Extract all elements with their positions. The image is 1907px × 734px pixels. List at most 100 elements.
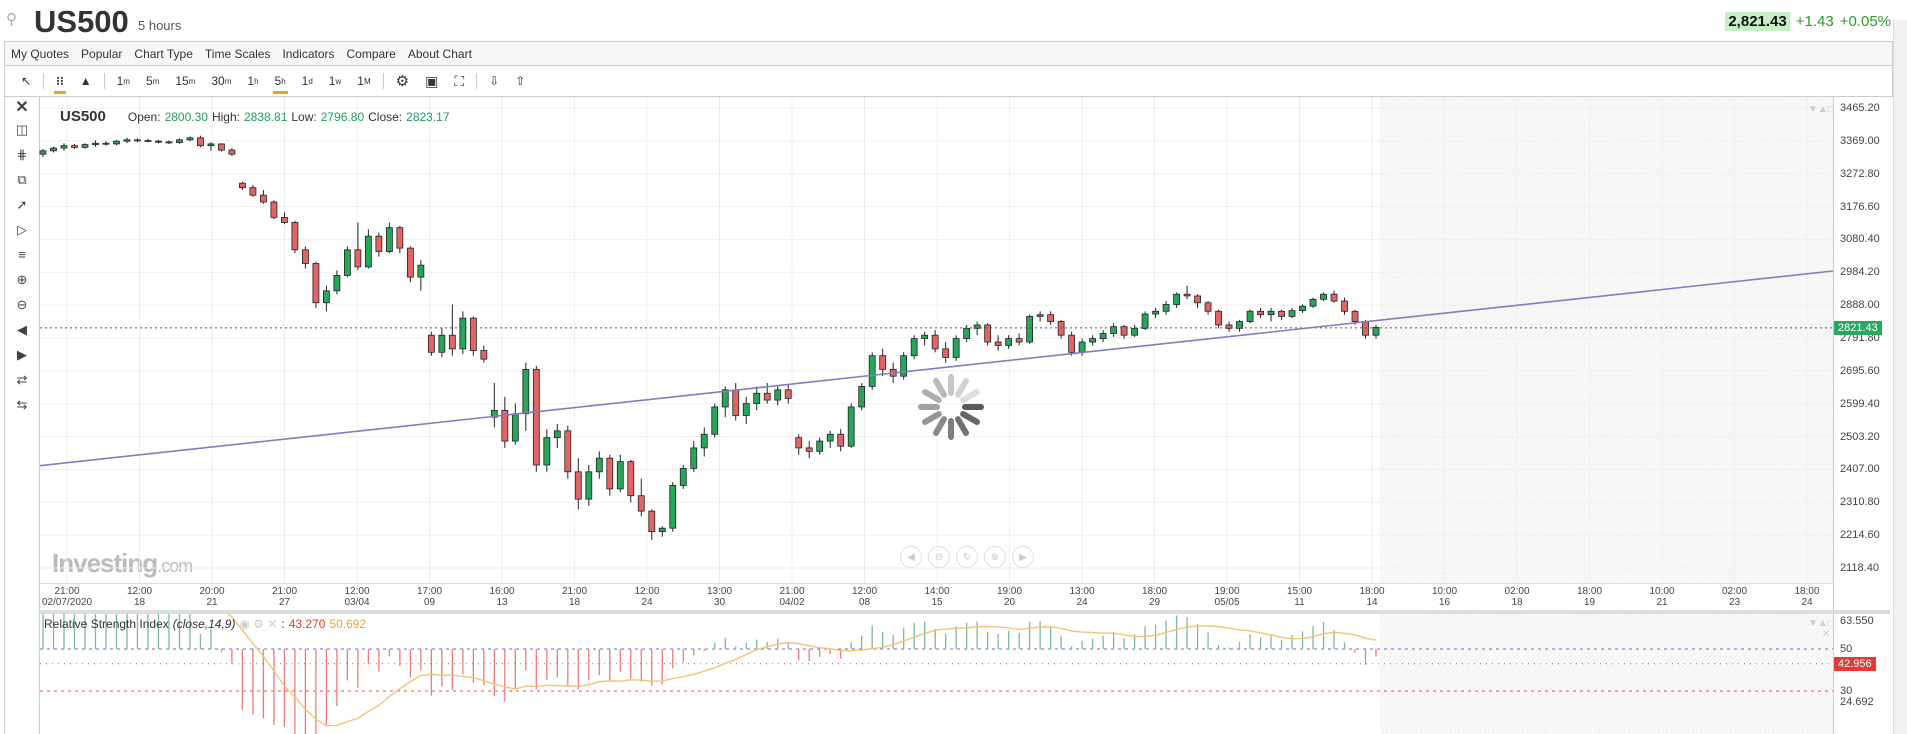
candle-body bbox=[1309, 298, 1317, 307]
price-tick: 3272.80 bbox=[1840, 167, 1880, 180]
pane-separator[interactable] bbox=[40, 610, 1890, 614]
rsi-visibility-icon[interactable]: ◉ ⚙ ✕ bbox=[239, 617, 278, 631]
price-tick: 2695.60 bbox=[1840, 364, 1880, 377]
candle bbox=[931, 330, 939, 353]
menu-about-chart[interactable]: About Chart bbox=[407, 46, 472, 61]
candle-body bbox=[900, 355, 908, 377]
nav-right-icon[interactable]: ▶ bbox=[1012, 546, 1034, 568]
page-scrollbar[interactable] bbox=[1893, 20, 1907, 734]
candle bbox=[186, 136, 194, 142]
clone-icon[interactable]: ⧉ bbox=[17, 172, 27, 187]
candle-body bbox=[1152, 310, 1159, 315]
candle-body bbox=[343, 249, 351, 276]
candle bbox=[585, 464, 593, 506]
candle bbox=[228, 148, 236, 156]
candle-body bbox=[1341, 300, 1348, 312]
price-chart[interactable] bbox=[0, 97, 1890, 583]
nav-zoom-out-icon[interactable]: ⊖ bbox=[928, 546, 950, 568]
candle bbox=[795, 434, 803, 455]
candle bbox=[1173, 292, 1180, 308]
zoom-out-icon[interactable]: ⊖ bbox=[16, 297, 28, 312]
rsi-chart[interactable] bbox=[0, 614, 1890, 734]
candle-body bbox=[721, 389, 729, 408]
candle-body bbox=[102, 142, 110, 145]
candle-body bbox=[459, 317, 467, 350]
candle bbox=[1299, 304, 1306, 313]
fullscreen-icon[interactable]: ⛶ bbox=[454, 72, 465, 89]
spinner-spoke bbox=[922, 411, 942, 425]
scroll-left-icon[interactable]: ◀ bbox=[17, 322, 27, 337]
time-tick: 13:00 24 bbox=[1069, 586, 1095, 608]
remove-drawing-icon[interactable]: ◫ bbox=[15, 122, 29, 137]
cloud-upload-icon[interactable]: ⇧ bbox=[515, 74, 526, 88]
scroll-right-icon[interactable]: ▶ bbox=[17, 347, 27, 362]
candle bbox=[1047, 311, 1055, 325]
menu-time-scales[interactable]: Time Scales bbox=[204, 46, 271, 61]
menu-popular[interactable]: Popular bbox=[81, 46, 123, 61]
timeframe-15m[interactable]: 15 m bbox=[175, 74, 196, 88]
candle bbox=[700, 427, 708, 457]
candle bbox=[784, 384, 792, 404]
menu-my-quotes[interactable]: My Quotes bbox=[11, 46, 70, 61]
nav-left-icon[interactable]: ◀ bbox=[900, 546, 922, 568]
close-icon[interactable]: ✕ bbox=[15, 99, 29, 116]
search-icon[interactable]: ⚲ bbox=[6, 11, 17, 28]
line-tool-icon[interactable]: ➚ bbox=[16, 197, 28, 212]
zoom-expand-icon[interactable]: ⇄ bbox=[16, 372, 28, 387]
camera-icon[interactable]: ▣ bbox=[425, 72, 439, 89]
candle bbox=[553, 424, 561, 448]
candle-body bbox=[994, 341, 1002, 346]
candle bbox=[616, 454, 624, 493]
candle-body bbox=[406, 247, 414, 278]
candle-body bbox=[176, 139, 183, 143]
menu-bar: My Quotes Popular Chart Type Time Scales… bbox=[4, 41, 1893, 66]
menu-indicators[interactable]: Indicators bbox=[282, 46, 335, 61]
time-tick: 21:00 02/07/2020 bbox=[41, 586, 93, 608]
chart-navigation: ◀ ⊖ ↻ ⊕ ▶ bbox=[900, 546, 1034, 568]
price-tick: 3369.00 bbox=[1840, 134, 1880, 147]
fib-tool-icon[interactable]: ≡ bbox=[18, 247, 26, 262]
candle-body bbox=[1047, 314, 1055, 322]
candle bbox=[1288, 307, 1296, 319]
rsi-pane-controls-icon[interactable]: ▼▲□ ✕ bbox=[1808, 618, 1834, 640]
nav-reset-icon[interactable]: ↻ bbox=[956, 546, 978, 568]
candle-body bbox=[1225, 324, 1233, 329]
cloud-download-icon[interactable]: ⇩ bbox=[489, 74, 500, 88]
candle-body bbox=[826, 433, 834, 442]
price-tick: 2214.60 bbox=[1840, 529, 1880, 542]
candle bbox=[711, 403, 719, 438]
shape-tool-icon[interactable]: ▷ bbox=[17, 222, 27, 237]
candlestick-chart-icon[interactable]: ⁝⁝ bbox=[48, 66, 72, 96]
area-chart-icon[interactable]: ▲ bbox=[79, 74, 92, 88]
candle bbox=[260, 190, 267, 204]
candle bbox=[92, 140, 99, 147]
zoom-in-icon[interactable]: ⊕ bbox=[16, 272, 28, 287]
remove-all-icon[interactable]: ⋕ bbox=[16, 147, 28, 162]
menu-chart-type[interactable]: Chart Type bbox=[134, 46, 193, 61]
pane-controls-icon[interactable]: ▼▲□ bbox=[1808, 104, 1834, 115]
candle-body bbox=[302, 249, 309, 264]
candle bbox=[281, 212, 288, 225]
candle-body bbox=[113, 140, 120, 145]
candle bbox=[197, 135, 204, 148]
candle-body bbox=[270, 201, 278, 218]
pointer-icon[interactable]: ↖ bbox=[21, 74, 32, 88]
menu-compare[interactable]: Compare bbox=[346, 46, 396, 61]
candle bbox=[249, 184, 257, 197]
rsi-title: Relative Strength Index bbox=[44, 617, 169, 631]
candle bbox=[1278, 309, 1285, 320]
candle-body bbox=[963, 327, 971, 340]
settings-gear-icon[interactable]: ⚙ bbox=[395, 73, 410, 90]
nav-zoom-in-icon[interactable]: ⊕ bbox=[984, 546, 1006, 568]
zoom-shrink-icon[interactable]: ⇆ bbox=[16, 397, 28, 412]
candle bbox=[218, 143, 225, 152]
candle-body bbox=[732, 389, 740, 416]
timeframe-30m[interactable]: 30 m bbox=[211, 74, 232, 88]
